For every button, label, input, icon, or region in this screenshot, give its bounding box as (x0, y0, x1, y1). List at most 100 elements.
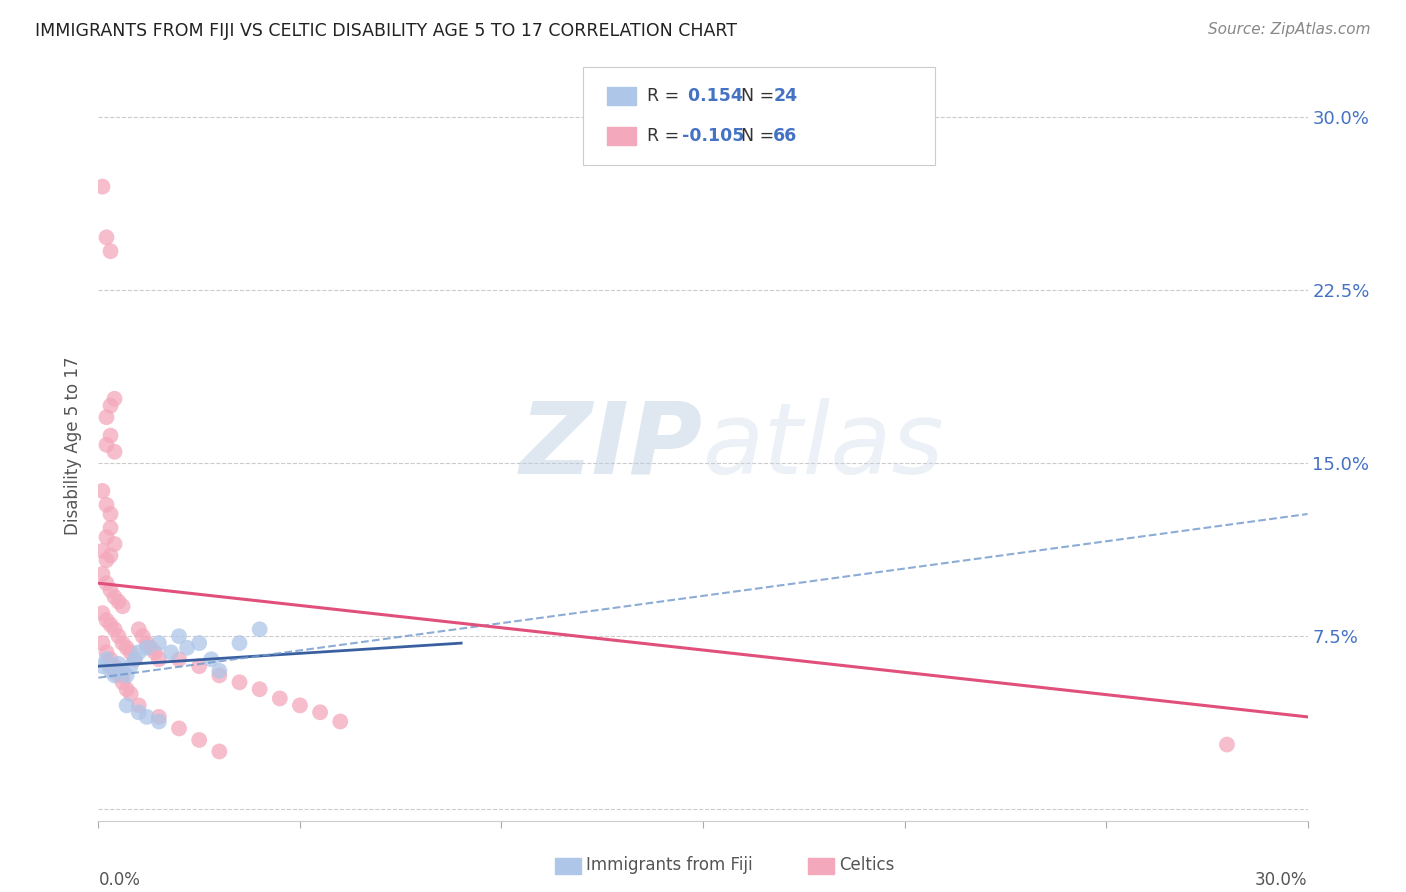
Text: atlas: atlas (703, 398, 945, 494)
Point (128, 645, 150, 659)
Point (91, 544, 114, 558)
Text: N =: N = (741, 127, 780, 145)
Text: R =: R = (647, 127, 685, 145)
Point (249, 622, 271, 636)
Point (167, 629, 190, 643)
Point (100, 507, 122, 521)
Point (100, 399, 122, 413)
Point (91, 566, 114, 581)
Text: -0.105: -0.105 (682, 127, 744, 145)
Point (103, 392, 125, 406)
Text: 0.154: 0.154 (682, 87, 742, 105)
Point (143, 645, 166, 659)
Point (269, 691, 291, 706)
Point (115, 668, 138, 682)
Point (107, 664, 129, 678)
Point (148, 652, 170, 666)
Point (107, 657, 129, 671)
Point (208, 664, 231, 678)
Point (96, 410, 118, 425)
Point (103, 622, 125, 636)
Point (148, 714, 170, 729)
Point (208, 668, 231, 682)
Point (96, 576, 118, 591)
Point (96, 438, 118, 452)
Point (100, 659, 122, 673)
Text: Source: ZipAtlas.com: Source: ZipAtlas.com (1208, 22, 1371, 37)
Point (120, 645, 142, 659)
Point (200, 652, 222, 666)
Point (91, 606, 114, 620)
Point (96, 613, 118, 627)
Point (1216, 738, 1239, 752)
Point (107, 594, 129, 608)
Point (103, 668, 125, 682)
Point (91, 483, 114, 498)
Point (96, 553, 118, 567)
Point (96, 645, 118, 659)
Text: Immigrants from Fiji: Immigrants from Fiji (586, 856, 754, 874)
Point (115, 682, 138, 697)
Point (135, 710, 157, 724)
Point (228, 675, 250, 690)
Point (188, 733, 211, 747)
Point (128, 622, 150, 636)
Point (329, 714, 352, 729)
Text: 24: 24 (773, 87, 797, 105)
Point (115, 698, 138, 713)
Point (148, 636, 170, 650)
Point (100, 549, 122, 563)
Point (103, 444, 125, 458)
Text: 66: 66 (773, 127, 797, 145)
Point (96, 230, 118, 244)
Point (228, 636, 250, 650)
Point (107, 629, 129, 643)
Point (167, 652, 190, 666)
Point (288, 698, 311, 713)
Point (111, 599, 134, 614)
Point (100, 428, 122, 442)
Point (135, 636, 157, 650)
Point (124, 652, 146, 666)
Text: R =: R = (647, 87, 685, 105)
Point (96, 530, 118, 544)
Point (188, 636, 211, 650)
Point (120, 659, 142, 673)
Text: 0.0%: 0.0% (98, 871, 141, 889)
Point (96, 498, 118, 512)
Point (96, 652, 118, 666)
Point (91, 179, 114, 194)
Point (111, 664, 134, 678)
Text: N =: N = (741, 87, 780, 105)
Point (100, 521, 122, 535)
Point (100, 617, 122, 632)
Text: 30.0%: 30.0% (1256, 871, 1308, 889)
Y-axis label: Disability Age 5 to 17: Disability Age 5 to 17 (65, 357, 83, 535)
Point (135, 640, 157, 655)
Point (176, 640, 198, 655)
Point (115, 640, 138, 655)
Point (111, 668, 134, 682)
Point (208, 744, 231, 758)
Point (100, 664, 122, 678)
Point (107, 668, 129, 682)
Point (100, 652, 122, 666)
Point (91, 659, 114, 673)
Point (160, 645, 183, 659)
Text: IMMIGRANTS FROM FIJI VS CELTIC DISABILITY AGE 5 TO 17 CORRELATION CHART: IMMIGRANTS FROM FIJI VS CELTIC DISABILIT… (35, 22, 737, 40)
Point (103, 590, 125, 604)
Point (111, 675, 134, 690)
Point (91, 636, 114, 650)
Point (100, 244, 122, 259)
Point (103, 537, 125, 551)
Point (139, 640, 162, 655)
Point (103, 659, 125, 673)
Point (128, 698, 150, 713)
Point (167, 722, 190, 736)
Point (103, 664, 125, 678)
Point (124, 652, 146, 666)
Point (111, 636, 134, 650)
Point (148, 710, 170, 724)
Point (309, 706, 332, 720)
Point (132, 629, 155, 643)
